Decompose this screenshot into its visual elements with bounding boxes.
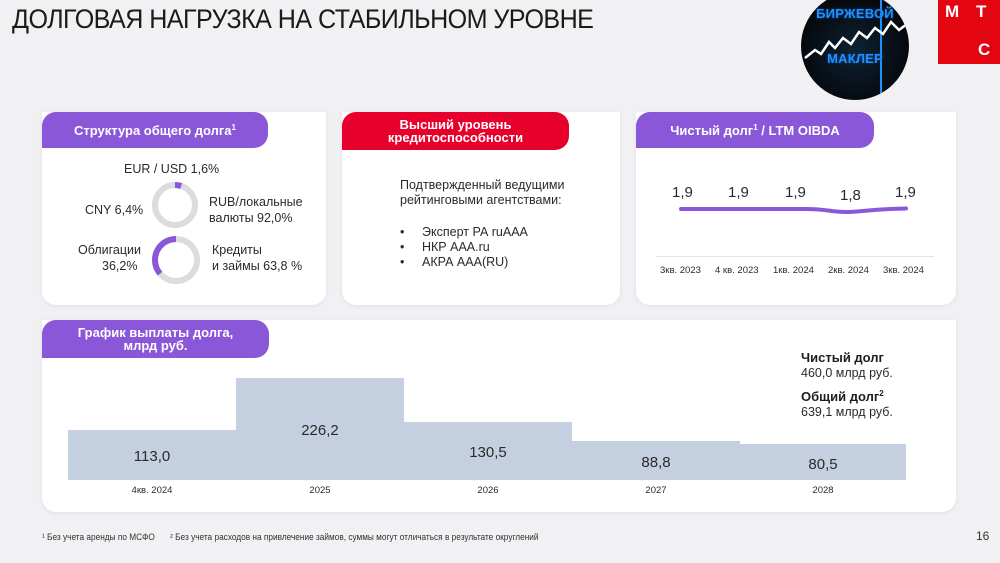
mts-letter-m: М (945, 2, 960, 21)
birzhevoy-makler-logo: БИРЖЕВОЙ МАКЛЕР (801, 0, 909, 100)
repayment-schedule-tab: График выплаты долга, млрд руб. (42, 320, 269, 358)
rub-label-line1: RUB/локальные (209, 195, 303, 209)
bar-2027 (572, 441, 740, 480)
ratio-label-q3-2023: 3кв. 2023 (660, 265, 701, 276)
ratio-label-q3-2024: 3кв. 2024 (883, 265, 924, 276)
net-debt-label: Чистый долг (801, 350, 884, 365)
debt-structure-tab: Структура общего долга1 (42, 112, 268, 148)
cny-label: CNY 6,4% (85, 203, 144, 217)
instrument-donut-chart (152, 236, 200, 284)
page-number: 16 (976, 529, 990, 543)
ratio-label-q4-2023: 4 кв. 2023 (715, 265, 759, 276)
bar-label-2025: 2025 (309, 485, 331, 496)
credit-rating-title-line2: кредитоспособности (387, 130, 524, 145)
bar-2028 (740, 444, 906, 480)
total-debt-label: Общий долг2 (801, 389, 884, 404)
rating-intro-text: Подтвержденный ведущими рейтинговыми аге… (400, 178, 620, 208)
ratio-label-q2-2024: 2кв. 2024 (828, 265, 869, 276)
bar-value-q4-2024: 113,0 (133, 448, 171, 465)
repayment-title-line1: График выплаты долга, (77, 325, 234, 340)
footnotes: ¹ Без учета аренды по МСФО ² Без учета р… (42, 532, 539, 542)
net-debt-ratio-card: Чистый долг1 / LTM OIBDA 1,9 1,9 1,9 1,8… (636, 112, 956, 305)
page-title: ДОЛГОВАЯ НАГРУЗКА НА СТАБИЛЬНОМ УРОВНЕ (12, 4, 594, 34)
bar-value-2027: 88,8 (641, 454, 671, 471)
rating-intro-line2: рейтинговыми агентствами: (400, 193, 562, 207)
credit-rating-card: Высший уровень кредитоспособности Подтве… (342, 112, 620, 305)
bar-value-2025: 226,2 (301, 422, 339, 439)
bar-label-q4-2024: 4кв. 2024 (131, 485, 173, 496)
chart-zigzag-icon (804, 0, 908, 100)
ratio-label-q1-2024: 1кв. 2024 (773, 265, 814, 276)
ratio-x-axis (656, 256, 934, 257)
debt-structure-title: Структура общего долга1 (74, 122, 236, 138)
currency-donut-chart (152, 182, 198, 228)
net-debt-ratio-tab: Чистый долг1 / LTM OIBDA (636, 112, 874, 148)
mts-letter-t: Т (976, 2, 987, 21)
rating-agencies-list: Эксперт РА ruAAA НКР AAA.ru АКРА AAA(RU) (400, 225, 528, 270)
bar-2026 (404, 422, 572, 480)
ratio-line-chart (679, 206, 908, 215)
ratio-value-q3-2024: 1,9 (895, 184, 916, 201)
bar-2025 (236, 378, 404, 480)
badge-text-bottom: МАКЛЕР (827, 51, 883, 66)
ratio-value-q1-2024: 1,9 (785, 184, 806, 201)
bonds-label-line1: Облигации (78, 243, 141, 257)
mts-letter-s: С (978, 40, 991, 59)
rating-agency-nkr: НКР AAA.ru (400, 240, 528, 255)
credit-rating-tab: Высший уровень кредитоспособности (342, 112, 569, 150)
net-debt-ratio-title: Чистый долг1 / LTM OIBDA (670, 122, 840, 138)
bonds-label-line2: 36,2% (102, 259, 138, 273)
bar-label-2027: 2027 (645, 485, 667, 496)
rating-agency-akra: АКРА AAA(RU) (400, 255, 528, 270)
rating-intro-line1: Подтвержденный ведущими (400, 178, 565, 192)
repayment-title-line2: млрд руб. (123, 338, 188, 353)
rating-agency-expert: Эксперт РА ruAAA (400, 225, 528, 240)
ratio-value-q4-2023: 1,9 (728, 184, 749, 201)
mts-logo: М Т С (938, 0, 1000, 64)
total-debt-value: 639,1 млрд руб. (801, 405, 893, 419)
eur-usd-label: EUR / USD 1,6% (124, 162, 220, 176)
footnote-1: ¹ Без учета аренды по МСФО (42, 532, 155, 542)
credit-rating-title-line1: Высший уровень (399, 117, 512, 132)
loans-label-line2: и займы 63,8 % (212, 259, 303, 273)
bar-label-2028: 2028 (812, 485, 834, 496)
loans-label-line1: Кредиты (212, 243, 262, 257)
bar-q4-2024 (68, 430, 236, 480)
debt-structure-card: Структура общего долга1 EUR / USD 1,6% C… (42, 112, 326, 305)
rub-label-line2: валюты 92,0% (209, 211, 293, 225)
net-debt-value: 460,0 млрд руб. (801, 366, 893, 380)
bar-value-2026: 130,5 (469, 444, 507, 461)
footnote-2: ² Без учета расходов на привлечение займ… (170, 532, 539, 542)
badge-text-top: БИРЖЕВОЙ (816, 6, 894, 21)
bar-label-2026: 2026 (477, 485, 499, 496)
ratio-value-q3-2023: 1,9 (672, 184, 693, 201)
repayment-schedule-card: График выплаты долга, млрд руб. 113,0 22… (42, 320, 956, 512)
bar-value-2028: 80,5 (808, 456, 838, 473)
ratio-value-q2-2024: 1,8 (840, 187, 861, 204)
